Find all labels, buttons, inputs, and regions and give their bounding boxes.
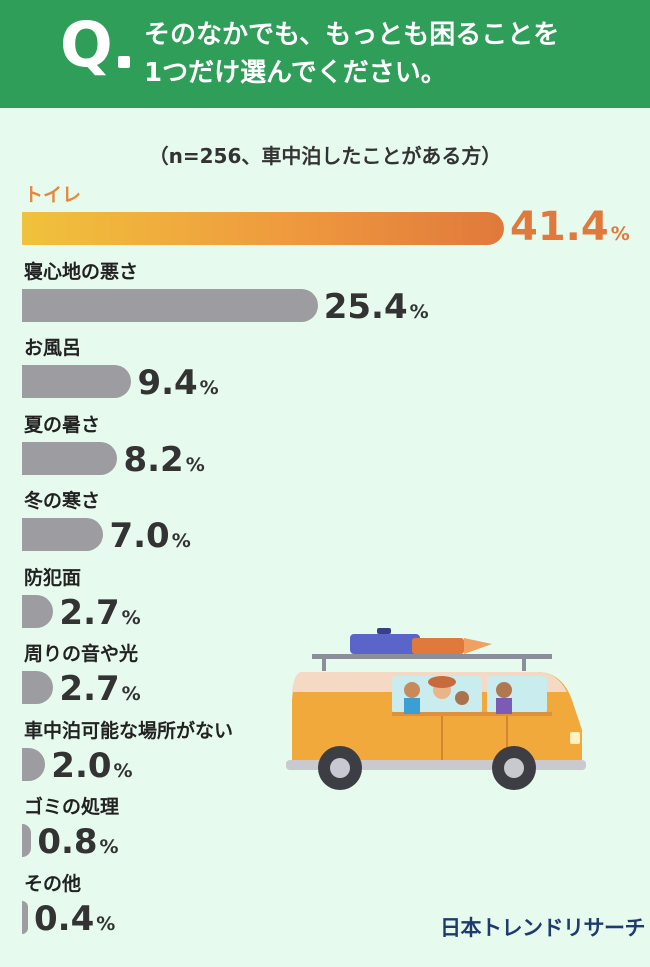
question-mark-dot (118, 56, 130, 68)
category-label: その他 (24, 872, 82, 895)
percent-sign: % (185, 453, 205, 476)
question-text: そのなかでも、もっとも困ることを 1つだけ選んでください。 (144, 16, 559, 92)
percent-sign: % (199, 377, 219, 399)
value-label: 41.4% (510, 207, 630, 247)
category-label: トイレ (24, 184, 82, 206)
value-label: 0.8% (37, 825, 118, 859)
question-line-1: そのなかでも、もっとも困ることを (144, 20, 560, 50)
value-number: 9.4 (137, 363, 198, 403)
value-number: 0.4 (34, 898, 95, 939)
bar (22, 441, 118, 475)
category-label: ゴミの処理 (24, 796, 120, 818)
percent-sign: % (121, 683, 141, 705)
value-label: 2.0% (51, 749, 132, 783)
bar (22, 212, 504, 245)
category-label: 周りの音や光 (24, 643, 139, 665)
value-number: 41.4 (510, 204, 609, 250)
percent-sign: % (610, 223, 630, 245)
brand-logo: 日本トレンドリサーチ (440, 916, 646, 940)
value-label: 7.0% (109, 519, 190, 553)
bar (22, 824, 32, 857)
bar (22, 288, 318, 322)
percent-sign: % (409, 300, 429, 323)
percent-sign: % (96, 912, 116, 935)
value-number: 8.2 (123, 439, 184, 480)
value-number: 2.7 (59, 592, 120, 633)
bar (22, 671, 54, 704)
value-number: 2.7 (59, 669, 120, 709)
bar (22, 594, 54, 628)
value-number: 7.0 (109, 516, 170, 556)
category-label: 寝心地の悪さ (24, 260, 139, 283)
value-label: 2.7% (59, 596, 140, 630)
percent-sign: % (171, 530, 191, 552)
bar (22, 900, 28, 934)
camper-van-illustration (286, 628, 586, 790)
value-label: 8.2% (123, 443, 204, 477)
value-label: 2.7% (59, 672, 140, 706)
category-label: 冬の寒さ (24, 490, 101, 512)
bar (22, 747, 46, 781)
question-mark: Q (60, 8, 113, 81)
value-number: 2.0 (51, 745, 112, 786)
value-number: 25.4 (323, 286, 408, 327)
category-label: お風呂 (24, 337, 82, 359)
category-label: 夏の暑さ (24, 413, 101, 436)
category-label: 防犯面 (24, 566, 82, 589)
question-line-2: 1つだけ選んでください。 (144, 58, 447, 88)
category-label: 車中泊可能な場所がない (24, 719, 234, 742)
value-label: 9.4% (137, 366, 218, 400)
percent-sign: % (121, 606, 141, 629)
percent-sign: % (99, 836, 119, 858)
sample-note: （n=256、車中泊したことがある方） (148, 144, 502, 168)
bar (22, 518, 104, 551)
value-number: 0.8 (37, 822, 98, 862)
value-label: 0.4% (34, 902, 115, 936)
question-header: Q そのなかでも、もっとも困ることを 1つだけ選んでください。 (0, 0, 650, 108)
value-label: 25.4% (324, 290, 429, 324)
bar (22, 365, 132, 398)
percent-sign: % (113, 759, 133, 782)
